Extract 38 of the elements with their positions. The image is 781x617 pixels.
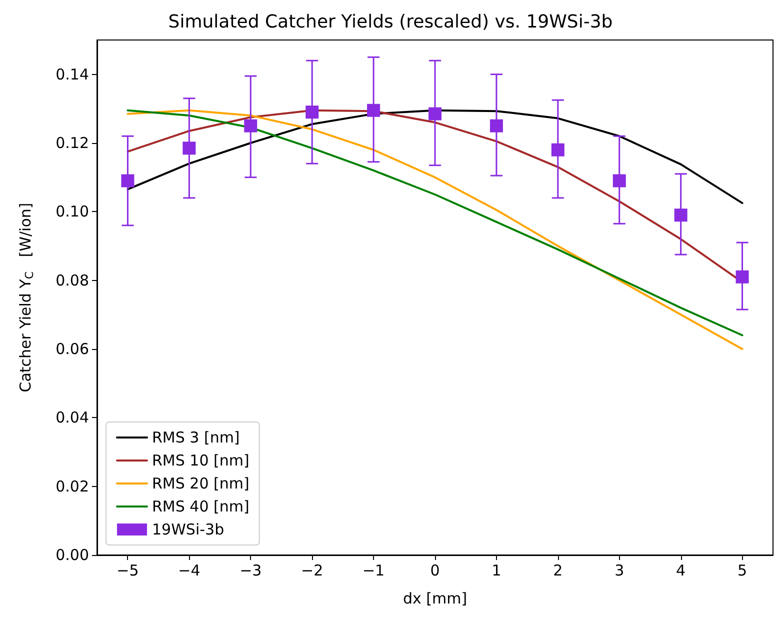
text: Catcher Yield YC [W/ion] <box>16 202 36 392</box>
y-tick-label: 0.12 <box>56 134 89 152</box>
x-tick-label: 5 <box>738 562 748 580</box>
x-tick-label: 1 <box>492 562 502 580</box>
point <box>367 104 380 117</box>
x-tick-label: 4 <box>676 562 686 580</box>
x-tick-label: −5 <box>116 562 139 580</box>
x-tick-label: 2 <box>553 562 563 580</box>
y-tick-label: 0.06 <box>56 340 89 358</box>
x-tick-label: −4 <box>178 562 200 580</box>
legend-label: RMS 20 [nm] <box>152 474 250 492</box>
legend-label: RMS 40 [nm] <box>152 498 250 516</box>
point <box>674 208 688 222</box>
x-axis-title: dx [mm] <box>402 590 468 608</box>
point <box>306 106 319 119</box>
point <box>244 119 258 132</box>
x-tick-label: −3 <box>240 562 262 580</box>
point <box>121 174 134 188</box>
y-tick-label: 0.00 <box>56 546 89 564</box>
point <box>612 174 626 188</box>
chart-title: Simulated Catcher Yields (rescaled) vs. 19WSi-3b <box>168 12 613 32</box>
point <box>551 143 564 156</box>
point <box>182 142 196 155</box>
legend-label: 19WSi-3b <box>152 520 224 538</box>
y-tick-label: 0.04 <box>56 408 89 427</box>
y-tick-label: 0.14 <box>56 65 89 84</box>
legend-label: RMS 10 [nm] <box>152 452 250 470</box>
y-tick-label: 0.08 <box>56 271 89 290</box>
legend-label: RMS 3 [nm] <box>152 428 240 446</box>
x-tick-label: −1 <box>362 562 385 580</box>
point <box>428 107 442 120</box>
point <box>490 119 503 132</box>
x-tick-label: 3 <box>614 562 624 580</box>
y-tick-label: 0.02 <box>56 477 89 496</box>
y-tick-label: 0.10 <box>56 202 89 221</box>
x-tick-label: 0 <box>430 562 440 580</box>
x-tick-label: −2 <box>301 562 324 580</box>
point <box>736 270 749 284</box>
